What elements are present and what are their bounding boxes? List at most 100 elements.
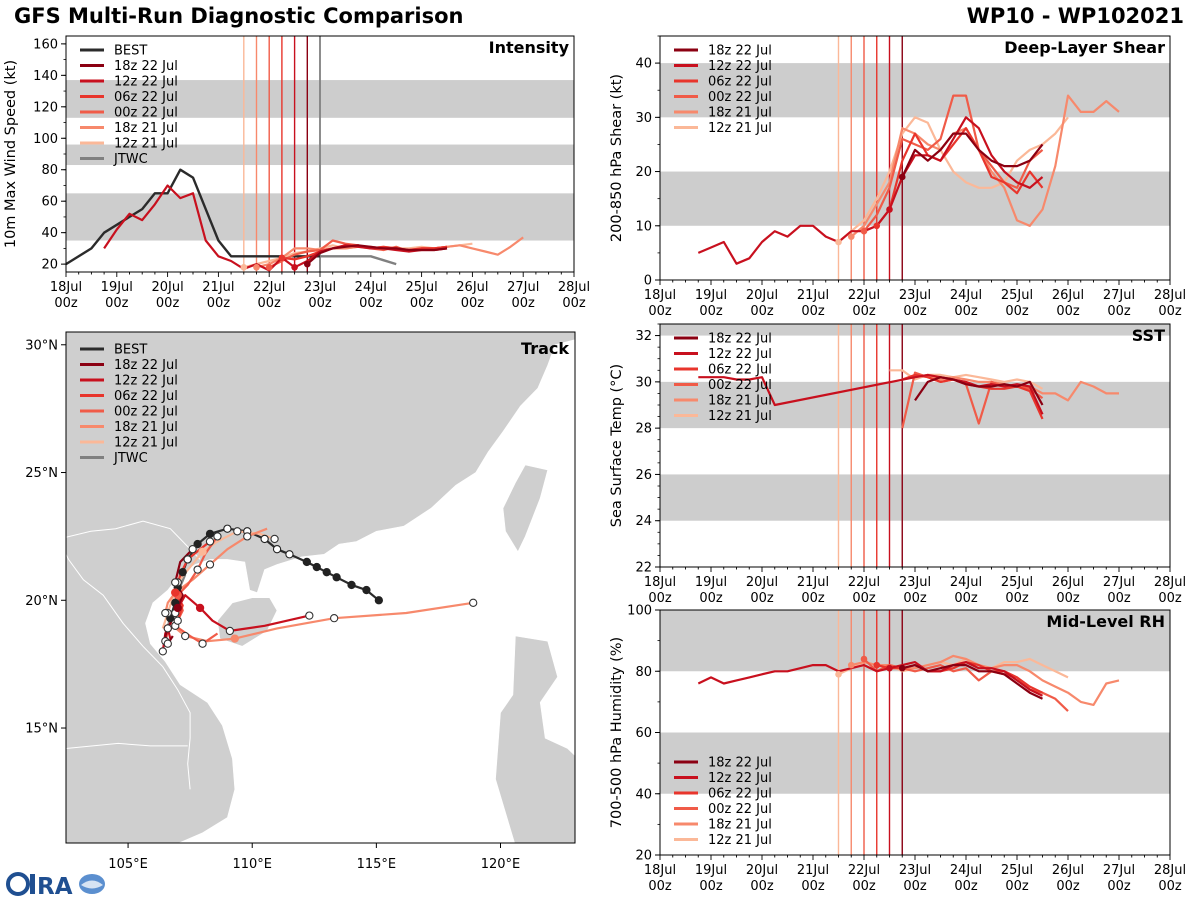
track-point-best xyxy=(347,580,356,590)
shear-y-tick-label: 20 xyxy=(635,165,652,180)
track-point-18z-22-jul xyxy=(171,578,180,587)
intensity-legend-label-12z-22-jul: 12z 22 Jul xyxy=(114,75,178,90)
shear-init-marker-06z-22-jul xyxy=(873,222,881,230)
sst-x-tick-label: 19Jul 00z xyxy=(695,575,727,606)
intensity-y-tick-label: 140 xyxy=(33,69,58,84)
intensity-y-tick-label: 120 xyxy=(33,100,58,115)
track-point-best xyxy=(193,539,202,549)
rh-series-12z-22-jul xyxy=(697,660,1043,697)
track-point-18z-22-jul xyxy=(188,545,197,554)
shear-shade-band xyxy=(660,171,1170,226)
track-legend-label-00z-22-jul: 00z 22 Jul xyxy=(114,405,178,420)
intensity-legend-label-06z-22-jul: 06z 22 Jul xyxy=(114,90,178,105)
shear-init-marker-18z-21-jul xyxy=(847,233,855,240)
rh-y-tick-label: 100 xyxy=(627,604,652,619)
track-legend-label-12z-21-jul: 12z 21 Jul xyxy=(114,436,178,451)
rh-init-marker-18z-22-jul xyxy=(898,664,906,672)
rh-init-marker-06z-22-jul xyxy=(873,661,881,669)
rh-y-tick-label: 60 xyxy=(635,726,652,741)
intensity-y-tick-label: 160 xyxy=(33,37,58,52)
sst-legend-label-06z-22-jul: 06z 22 Jul xyxy=(708,363,772,378)
intensity-x-tick-label: 21Jul 00z xyxy=(202,280,234,311)
shear-y-tick-label: 30 xyxy=(635,111,652,126)
track-point-00z-22-jul xyxy=(198,639,207,648)
shear-legend-label-12z-21-jul: 12z 21 Jul xyxy=(708,121,772,136)
track-x-tick-label: 105°E xyxy=(108,857,148,872)
storm-id-title: WP10 - WP102021 xyxy=(966,4,1184,28)
track-point-18z-21-jul xyxy=(181,631,190,641)
track-point-18z-21-jul xyxy=(205,560,215,569)
sst-x-tick-label: 27Jul 00z xyxy=(1103,575,1135,606)
rh-init-marker-00z-22-jul xyxy=(860,655,868,663)
sst-x-tick-label: 24Jul 00z xyxy=(950,575,982,606)
shear-x-tick-label: 20Jul 00z xyxy=(746,288,778,319)
sst-series-12z-22-jul xyxy=(698,373,1044,415)
track-y-tick-label: 30°N xyxy=(25,338,58,353)
sst-legend-label-12z-21-jul: 12z 21 Jul xyxy=(708,409,772,424)
track-point-best xyxy=(272,545,282,554)
sst-series-18z-22-jul xyxy=(914,376,1044,406)
land-luzon xyxy=(495,635,575,843)
shear-legend-label-12z-22-jul: 12z 22 Jul xyxy=(708,59,772,74)
sst-legend-label-18z-21-jul: 18z 21 Jul xyxy=(708,394,772,409)
shear-series-06z-22-jul xyxy=(875,127,1044,227)
track-point-12z-22-jul xyxy=(158,647,167,656)
sst-y-tick-label: 28 xyxy=(635,422,652,437)
rh-series-18z-22-jul xyxy=(902,663,1043,700)
sst-legend-label-12z-22-jul: 12z 22 Jul xyxy=(708,347,772,362)
track-point-00z-22-jul xyxy=(193,565,202,574)
sst-x-tick-label: 23Jul 00z xyxy=(899,575,931,606)
rh-x-tick-label: 23Jul 00z xyxy=(899,863,931,894)
intensity-y-tick-label: 80 xyxy=(41,163,58,178)
rh-legend-label-12z-21-jul: 12z 21 Jul xyxy=(708,833,772,848)
intensity-init-marker-18z-22-jul xyxy=(304,260,311,268)
rh-legend-label-12z-22-jul: 12z 22 Jul xyxy=(708,771,772,786)
shear-init-marker-18z-22-jul xyxy=(898,173,906,181)
intensity-x-tick-label: 22Jul 00z xyxy=(253,280,285,311)
track-point-12z-21-jul xyxy=(270,534,279,544)
intensity-panel-title: Intensity xyxy=(489,38,570,57)
rh-y-tick-label: 20 xyxy=(635,849,652,864)
sst-series-12z-21-jul xyxy=(889,369,1044,390)
track-point-best xyxy=(312,562,321,572)
rh-y-tick-label: 40 xyxy=(635,787,652,802)
track-point-12z-21-jul xyxy=(198,547,207,556)
intensity-x-tick-label: 25Jul 00z xyxy=(405,280,437,311)
intensity-init-marker-12z-22-jul xyxy=(291,263,298,271)
track-panel-title: Track xyxy=(521,339,569,358)
track-point-06z-22-jul xyxy=(173,616,182,625)
shear-shade-band xyxy=(660,63,1170,118)
rh-y-axis-label: 700-500 hPa Humidity (%) xyxy=(609,637,625,828)
rh-init-marker-18z-21-jul xyxy=(847,661,855,669)
rh-init-marker-12z-21-jul xyxy=(835,671,842,678)
sst-y-tick-label: 30 xyxy=(635,375,652,390)
shear-x-tick-label: 24Jul 00z xyxy=(950,288,982,319)
intensity-legend-label-12z-21-jul: 12z 21 Jul xyxy=(114,137,178,152)
track-point-18z-22-jul xyxy=(163,639,172,648)
rh-legend-label-18z-21-jul: 18z 21 Jul xyxy=(708,818,772,833)
track-legend-label-jtwc: JTWC xyxy=(113,451,148,466)
track-point-best xyxy=(205,529,215,538)
rh-x-tick-label: 24Jul 00z xyxy=(950,863,982,894)
track-point-best xyxy=(178,568,187,577)
shear-series-18z-21-jul xyxy=(850,94,1120,238)
intensity-x-tick-label: 20Jul 00z xyxy=(151,280,183,311)
track-point-18z-21-jul xyxy=(230,634,239,643)
sst-y-tick-label: 32 xyxy=(635,329,652,344)
track-x-tick-label: 115°E xyxy=(357,857,397,872)
track-point-12z-22-jul xyxy=(195,603,205,613)
shear-panel-title: Deep-Layer Shear xyxy=(1004,38,1165,57)
track-point-best xyxy=(332,573,341,582)
track-point-18z-22-jul xyxy=(173,603,182,613)
track-point-best xyxy=(362,585,371,595)
track-point-06z-22-jul xyxy=(171,588,180,597)
track-point-18z-21-jul xyxy=(161,608,170,618)
intensity-x-tick-label: 27Jul 00z xyxy=(507,280,539,311)
intensity-x-tick-label: 24Jul 00z xyxy=(355,280,387,311)
intensity-legend-label-best: BEST xyxy=(114,44,147,59)
intensity-legend-label-18z-21-jul: 18z 21 Jul xyxy=(114,121,178,136)
track-point-18z-21-jul xyxy=(243,532,252,541)
shear-x-tick-label: 19Jul 00z xyxy=(695,288,727,319)
